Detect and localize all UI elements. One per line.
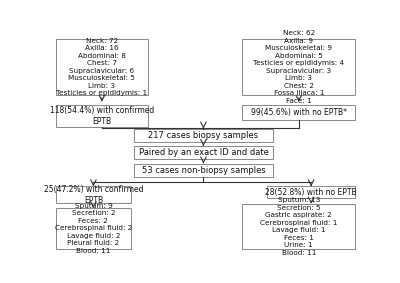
FancyBboxPatch shape xyxy=(242,39,355,95)
FancyBboxPatch shape xyxy=(242,105,355,120)
Text: Paired by an exact ID and date: Paired by an exact ID and date xyxy=(138,148,268,157)
FancyBboxPatch shape xyxy=(56,208,131,248)
FancyBboxPatch shape xyxy=(242,204,355,248)
FancyBboxPatch shape xyxy=(134,164,273,177)
FancyBboxPatch shape xyxy=(134,129,273,142)
FancyBboxPatch shape xyxy=(56,105,148,127)
Text: 28(52.8%) with no EPTB: 28(52.8%) with no EPTB xyxy=(265,188,357,197)
Text: Sputum: 13
Secretion: 5
Gastric aspirate: 2
Cerebrospinal fluid: 1
Lavage fluid:: Sputum: 13 Secretion: 5 Gastric aspirate… xyxy=(260,197,338,256)
Text: 25(47.2%) with confirmed
EPTB: 25(47.2%) with confirmed EPTB xyxy=(44,185,143,205)
Text: 118(54.4%) with confirmed
EPTB: 118(54.4%) with confirmed EPTB xyxy=(50,106,154,126)
Text: Neck: 72
Axilla: 16
Abdominal: 8
Chest: 7
Supraclavicular: 6
Musculoskeletal: 5
: Neck: 72 Axilla: 16 Abdominal: 8 Chest: … xyxy=(56,38,148,97)
Text: 99(45.6%) with no EPTB*: 99(45.6%) with no EPTB* xyxy=(251,108,347,117)
Text: 53 cases non-biopsy samples: 53 cases non-biopsy samples xyxy=(142,166,265,175)
FancyBboxPatch shape xyxy=(56,186,131,203)
Text: Sputum: 9
Secretion: 2
Feces: 2
Cerebrospinal fluid: 2
Lavage fluid: 2
Pleural f: Sputum: 9 Secretion: 2 Feces: 2 Cerebros… xyxy=(55,203,132,254)
FancyBboxPatch shape xyxy=(56,39,148,95)
FancyBboxPatch shape xyxy=(267,186,355,198)
FancyBboxPatch shape xyxy=(134,146,273,159)
Text: 217 cases biopsy samples: 217 cases biopsy samples xyxy=(148,131,258,140)
Text: Neck: 62
Axilla: 9
Musculoskeletal: 9
Abdominal: 5
Testicles or epididymis: 4
Su: Neck: 62 Axilla: 9 Musculoskeletal: 9 Ab… xyxy=(253,31,344,104)
